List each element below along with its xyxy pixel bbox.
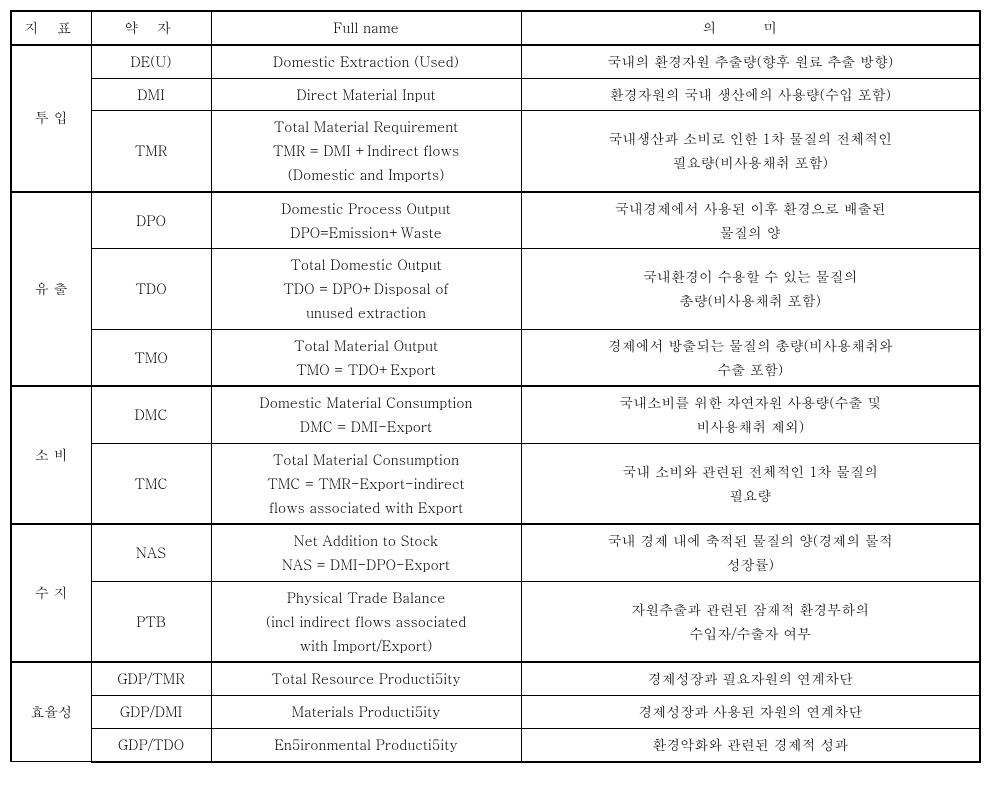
table-row: TMOTotal Material OutputTMO = TDO+Export… [11,329,980,386]
meaning-cell: 환경자원의 국내 생산에의 사용량(수입 포함) [521,78,980,111]
fullname-cell: Physical Trade Balance(incl indirect flo… [211,581,521,662]
abbr-cell: DMC [91,386,211,443]
header-fullname: Full name [211,11,521,45]
fullname-cell: Materials Producti5ity [211,696,521,729]
header-meaning: 의 미 [521,11,980,45]
abbr-cell: GDP/DMI [91,696,211,729]
category-cell: 수 지 [11,524,91,662]
abbr-cell: TDO [91,249,211,329]
meaning-cell: 국내생산과 소비로 인한 1차 물질의 전체적인필요량(비사용채취 포함) [521,111,980,192]
category-cell: 효율성 [11,662,91,761]
meaning-cell: 국내 경제 내에 축적된 물질의 양(경제의 물적성장률) [521,524,980,581]
meaning-cell: 경제성장과 필요자원의 연계차단 [521,662,980,695]
fullname-cell: En5ironmental Producti5ity [211,728,521,761]
meaning-cell: 국내환경이 수용할 수 있는 물질의총량(비사용채취 포함) [521,249,980,329]
fullname-cell: Direct Material Input [211,78,521,111]
fullname-cell: Domestic Extraction (Used) [211,45,521,78]
abbr-cell: TMR [91,111,211,192]
meaning-cell: 국내의 환경자원 추출량(향후 원료 추출 방향) [521,45,980,78]
meaning-cell: 국내 소비와 관련된 전체적인 1차 물질의필요량 [521,443,980,524]
abbr-cell: TMC [91,443,211,524]
table-row: DMIDirect Material Input환경자원의 국내 생산에의 사용… [11,78,980,111]
meaning-cell: 경제에서 방출되는 물질의 총량(비사용채취와수출 포함) [521,329,980,386]
fullname-cell: Total Domestic OutputTDO = DPO+Disposal … [211,249,521,329]
table-row: 수 지NASNet Addition to StockNAS = DMI-DPO… [11,524,980,581]
category-cell: 유 출 [11,192,91,387]
meaning-cell: 국내소비를 위한 자연자원 사용량(수출 및비사용채취 제외) [521,386,980,443]
abbr-cell: DMI [91,78,211,111]
header-abbr: 약 자 [91,11,211,45]
meaning-cell: 국내경제에서 사용된 이후 환경으로 배출된물질의 양 [521,192,980,249]
fullname-cell: Domestic Material ConsumptionDMC = DMI-E… [211,386,521,443]
abbr-cell: DE(U) [91,45,211,78]
category-cell: 소 비 [11,386,91,524]
fullname-cell: Total Material OutputTMO = TDO+Export [211,329,521,386]
fullname-cell: Total Material RequirementTMR = DMI +Ind… [211,111,521,192]
fullname-cell: Net Addition to StockNAS = DMI-DPO-Expor… [211,524,521,581]
table-row: 유 출DPODomestic Process OutputDPO=Emissio… [11,192,980,249]
fullname-cell: Domestic Process OutputDPO=Emission+Wast… [211,192,521,249]
abbr-cell: GDP/TDO [91,728,211,761]
table-row: PTBPhysical Trade Balance(incl indirect … [11,581,980,662]
meaning-cell: 자원추출과 관련된 잠재적 환경부하의수입자/수출자 여부 [521,581,980,662]
abbr-cell: PTB [91,581,211,662]
table-row: 소 비DMCDomestic Material ConsumptionDMC =… [11,386,980,443]
table-row: TMCTotal Material ConsumptionTMC = TMR-E… [11,443,980,524]
fullname-cell: Total Resource Producti5ity [211,662,521,695]
abbr-cell: GDP/TMR [91,662,211,695]
indicators-table: 지 표 약 자 Full name 의 미 투 입DE(U)Domestic E… [10,10,981,763]
fullname-cell: Total Material ConsumptionTMC = TMR-Expo… [211,443,521,524]
table-row: GDP/TDOEn5ironmental Producti5ity환경악화와 관… [11,728,980,761]
table-header-row: 지 표 약 자 Full name 의 미 [11,11,980,45]
header-indicator: 지 표 [11,11,91,45]
abbr-cell: TMO [91,329,211,386]
table-row: 효율성GDP/TMRTotal Resource Producti5ity경제성… [11,662,980,695]
meaning-cell: 환경악화와 관련된 경제적 성과 [521,728,980,761]
table-row: TMRTotal Material RequirementTMR = DMI +… [11,111,980,192]
meaning-cell: 경제성장과 사용된 자원의 연계차단 [521,696,980,729]
abbr-cell: DPO [91,192,211,249]
table-row: TDOTotal Domestic OutputTDO = DPO+Dispos… [11,249,980,329]
table-row: GDP/DMIMaterials Producti5ity경제성장과 사용된 자… [11,696,980,729]
table-row: 투 입DE(U)Domestic Extraction (Used)국내의 환경… [11,45,980,78]
abbr-cell: NAS [91,524,211,581]
category-cell: 투 입 [11,45,91,192]
